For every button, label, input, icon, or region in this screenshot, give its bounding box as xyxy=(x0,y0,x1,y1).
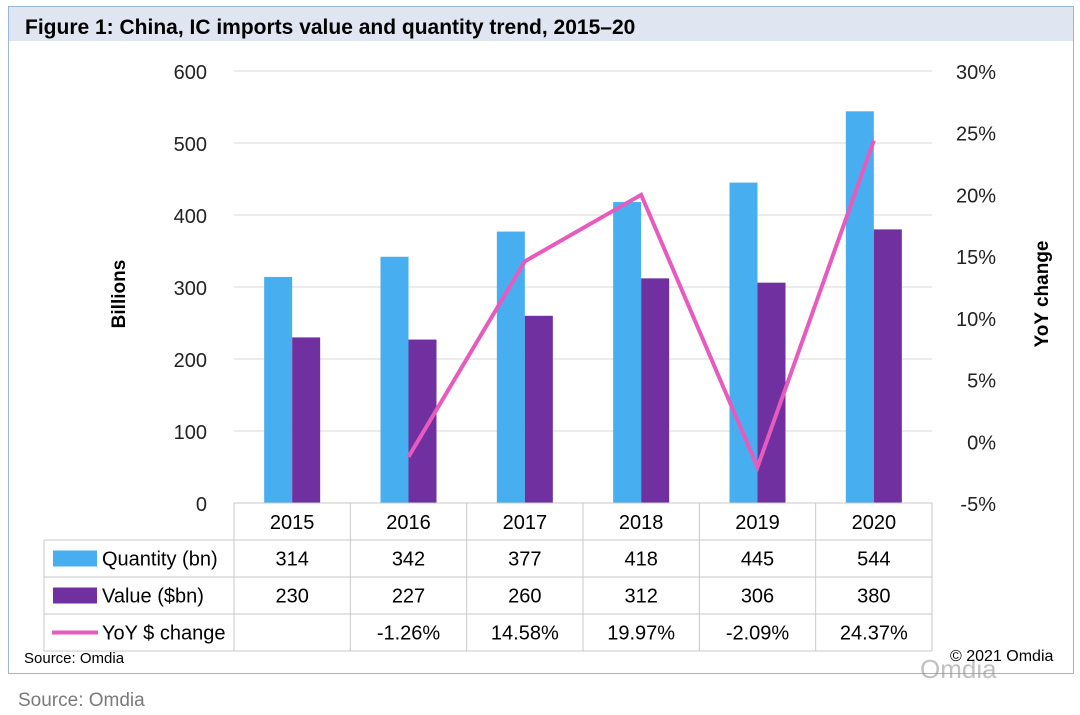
bar xyxy=(496,231,525,503)
y-tick-label: 300 xyxy=(174,278,207,300)
x-tick-label: 2020 xyxy=(852,512,897,534)
y-tick-label: 400 xyxy=(174,206,207,228)
data-label: 24.37% xyxy=(840,623,908,645)
y2-tick-label: -5% xyxy=(960,494,996,516)
data-label: 230 xyxy=(275,586,308,608)
y2-tick-label: 10% xyxy=(956,309,996,331)
data-label: 227 xyxy=(392,586,425,608)
data-label: 544 xyxy=(857,549,890,571)
y2-tick-label: 25% xyxy=(956,124,996,146)
data-label: -2.09% xyxy=(726,623,790,645)
source-caption: Source: Omdia xyxy=(18,690,145,711)
bar xyxy=(757,282,786,503)
y2-tick-label: 20% xyxy=(956,185,996,207)
data-label: 19.97% xyxy=(607,623,675,645)
bar xyxy=(264,276,293,503)
bar xyxy=(873,229,902,503)
bar xyxy=(292,337,321,503)
x-tick-label: 2017 xyxy=(503,512,548,534)
data-label: -1.26% xyxy=(377,623,441,645)
legend-label: Quantity (bn) xyxy=(102,549,218,571)
legend-label: Value ($bn) xyxy=(102,586,204,608)
y-axis-title: Billions xyxy=(109,260,130,329)
x-tick-label: 2018 xyxy=(619,512,664,534)
legend-swatch xyxy=(53,587,97,604)
x-tick-label: 2016 xyxy=(386,512,431,534)
y2-tick-label: 5% xyxy=(967,371,996,393)
y2-tick-label: 0% xyxy=(967,432,996,454)
y-tick-label: 100 xyxy=(174,422,207,444)
legend-label: YoY $ change xyxy=(102,623,225,645)
legend-swatch xyxy=(53,550,97,567)
data-label: 14.58% xyxy=(491,623,559,645)
data-label: 418 xyxy=(624,549,657,571)
data-label: 314 xyxy=(275,549,308,571)
title-bar: Figure 1: China, IC imports value and qu… xyxy=(9,7,1073,41)
y-tick-label: 200 xyxy=(174,350,207,372)
data-label: 377 xyxy=(508,549,541,571)
y2-axis-title: YoY change xyxy=(1032,241,1053,348)
data-label: 445 xyxy=(741,549,774,571)
y2-tick-label: 15% xyxy=(956,247,996,269)
data-label: 260 xyxy=(508,586,541,608)
bar xyxy=(729,182,758,503)
bar xyxy=(408,339,437,503)
data-label: 312 xyxy=(624,586,657,608)
x-tick-label: 2019 xyxy=(735,512,780,534)
bar xyxy=(524,315,553,503)
y-tick-label: 500 xyxy=(174,134,207,156)
y2-tick-label: 30% xyxy=(956,62,996,84)
x-tick-label: 2015 xyxy=(270,512,315,534)
data-label: 342 xyxy=(392,549,425,571)
data-label: 306 xyxy=(741,586,774,608)
y-tick-label: 0 xyxy=(196,494,207,516)
yoy-line xyxy=(406,139,876,473)
bar xyxy=(380,256,409,503)
bar xyxy=(641,278,670,503)
data-label: 380 xyxy=(857,586,890,608)
source-note: Source: Omdia xyxy=(24,650,125,667)
copyright-note: © 2021 Omdia xyxy=(950,648,1054,665)
bar xyxy=(845,111,874,503)
y-tick-label: 600 xyxy=(174,62,207,84)
page-title: Figure 1: China, IC imports value and qu… xyxy=(25,16,636,39)
bar xyxy=(613,202,642,504)
